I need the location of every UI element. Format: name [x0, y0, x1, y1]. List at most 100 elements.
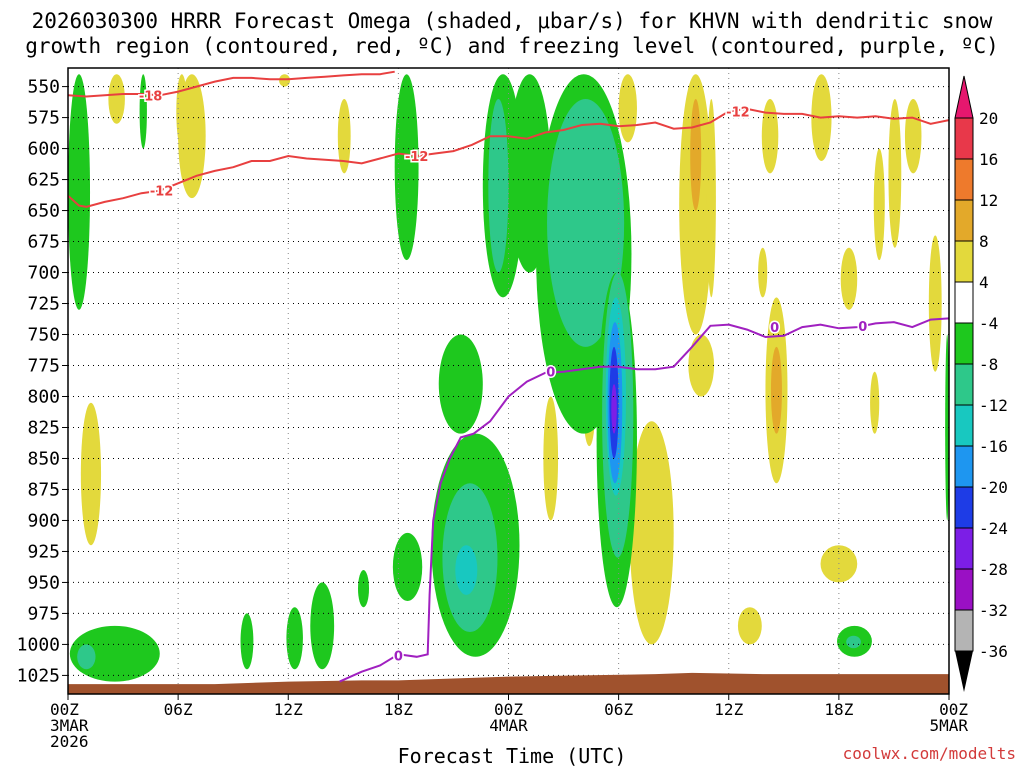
contour-label-4-1: 0	[546, 366, 555, 381]
omega-negative-region-13	[455, 545, 478, 595]
colorbar-bin-10	[954, 527, 974, 570]
colorbar-label-11: -28	[979, 560, 1008, 579]
colorbar-bottom-arrow	[955, 651, 973, 692]
omega-positive-region-23	[888, 98, 902, 248]
colorbar-bin-2	[954, 199, 974, 242]
omega-positive-region-24	[904, 98, 922, 174]
contour-line-4	[339, 317, 949, 683]
contour-label-4-3: 0	[858, 320, 867, 335]
contours: -18 -12 -12 -12 0 0 0 0	[68, 70, 949, 683]
y-tick-label-625: 625	[27, 170, 60, 191]
omega-positive-region-22	[873, 148, 885, 261]
contour-line-0	[68, 70, 395, 98]
y-tick-label-550: 550	[27, 77, 60, 98]
omega-negative-region-24	[611, 384, 617, 434]
contour-label-1-0: -12	[150, 185, 174, 200]
x-tick-label-0-1: 3MAR	[50, 716, 89, 735]
colorbar: 20 16 12 8 4 -4 -8 -12 -16 -20 -24 -28 -32 -36	[954, 75, 1008, 692]
colorbar-bin-3	[954, 240, 974, 283]
omega-negative-region-9	[392, 532, 423, 602]
omega-negative-region-10	[438, 334, 483, 434]
omega-negative-region-18	[547, 98, 625, 347]
omega-negative-region-2	[77, 644, 96, 670]
x-tick-label-48-0: 00Z	[939, 700, 968, 719]
colorbar-bin-12	[954, 609, 974, 652]
credit-text[interactable]: coolwx.com/modelts	[842, 744, 1016, 763]
contour-label-4-0: 0	[394, 650, 403, 665]
contour-label-0-0: -18	[139, 89, 163, 104]
y-axis: 550 575 600 625 650 675 700 725 750 775 800 825 850 8…	[17, 77, 68, 686]
colorbar-bin-8	[954, 445, 974, 488]
contour-line-1	[68, 107, 949, 208]
omega-negative-region-5	[286, 607, 303, 670]
omega-positive-region-12	[688, 334, 715, 397]
x-tick-label-24-0: 00Z	[494, 700, 523, 719]
omega-positive-region-9	[629, 421, 674, 645]
colorbar-label-5: -4	[979, 314, 998, 333]
contour-label-2-0: -12	[726, 105, 750, 120]
omega-positive-region-0	[108, 74, 125, 124]
y-tick-label-650: 650	[27, 201, 60, 222]
x-tick-label-24-1: 4MAR	[489, 716, 528, 735]
x-tick-label-18-0: 18Z	[384, 700, 413, 719]
colorbar-label-13: -36	[979, 642, 1008, 661]
y-tick-label-775: 775	[27, 356, 60, 377]
x-tick-label-0-2: 2026	[50, 732, 89, 751]
omega-positive-region-20	[840, 247, 858, 310]
colorbar-bin-7	[954, 404, 974, 447]
omega-positive-region-1	[80, 402, 102, 546]
colorbar-bin-5	[954, 322, 974, 365]
x-tick-label-48-1: 5MAR	[929, 716, 968, 735]
y-tick-label-850: 850	[27, 448, 60, 469]
y-tick-label-975: 975	[27, 603, 60, 624]
y-tick-label-875: 875	[27, 479, 60, 500]
colorbar-label-6: -8	[979, 355, 998, 374]
colorbar-label-8: -16	[979, 437, 1008, 456]
omega-positive-region-11	[690, 98, 702, 211]
colorbar-label-4: 4	[979, 273, 989, 292]
y-tick-label-900: 900	[27, 510, 60, 531]
colorbar-label-9: -20	[979, 478, 1008, 497]
y-tick-label-1000: 1000	[17, 634, 60, 655]
omega-positive-region-18	[770, 346, 782, 434]
omega-negative-region-26	[846, 635, 861, 649]
omega-positive-region-4	[279, 74, 291, 87]
contour-label-4-2: 0	[770, 321, 779, 336]
colorbar-label-2: 12	[979, 191, 998, 210]
omega-shading	[68, 74, 949, 682]
omega-positive-region-13	[706, 98, 716, 298]
omega-positive-region-6	[543, 396, 559, 521]
omega-positive-region-26	[928, 235, 942, 372]
colorbar-bin-4	[954, 281, 974, 324]
colorbar-label-1: 16	[979, 150, 998, 169]
x-tick-label-0-0: 00Z	[50, 700, 79, 719]
omega-positive-region-8	[618, 74, 637, 143]
x-tick-label-36-0: 12Z	[714, 700, 743, 719]
omega-negative-region-1	[69, 625, 160, 682]
x-tick-label-30-0: 06Z	[604, 700, 633, 719]
omega-negative-region-0	[68, 74, 91, 310]
y-tick-label-1025: 1025	[17, 665, 60, 686]
colorbar-bin-0	[954, 117, 974, 160]
chart-title-line1: 2026030300 HRRR Forecast Omega (shaded, …	[31, 9, 993, 33]
y-tick-label-950: 950	[27, 572, 60, 593]
y-tick-label-825: 825	[27, 417, 60, 438]
colorbar-top-arrow	[954, 75, 974, 119]
chart-title-line2: growth region (contoured, red, ºC) and f…	[25, 34, 999, 58]
x-axis-title: Forecast Time (UTC)	[397, 744, 627, 768]
colorbar-label-10: -24	[979, 519, 1008, 538]
contour-label-3-0: -12	[405, 150, 429, 165]
y-tick-label-600: 600	[27, 139, 60, 160]
omega-positive-region-15	[758, 247, 768, 298]
colorbar-bin-6	[954, 363, 974, 406]
y-tick-label-725: 725	[27, 294, 60, 315]
colorbar-label-7: -12	[979, 396, 1008, 415]
omega-positive-region-25	[870, 371, 880, 434]
omega-negative-region-6	[310, 582, 335, 670]
terrain-fill	[68, 672, 949, 694]
colorbar-label-3: 8	[979, 232, 989, 251]
omega-positive-region-3	[178, 74, 206, 199]
terrain	[68, 672, 949, 694]
